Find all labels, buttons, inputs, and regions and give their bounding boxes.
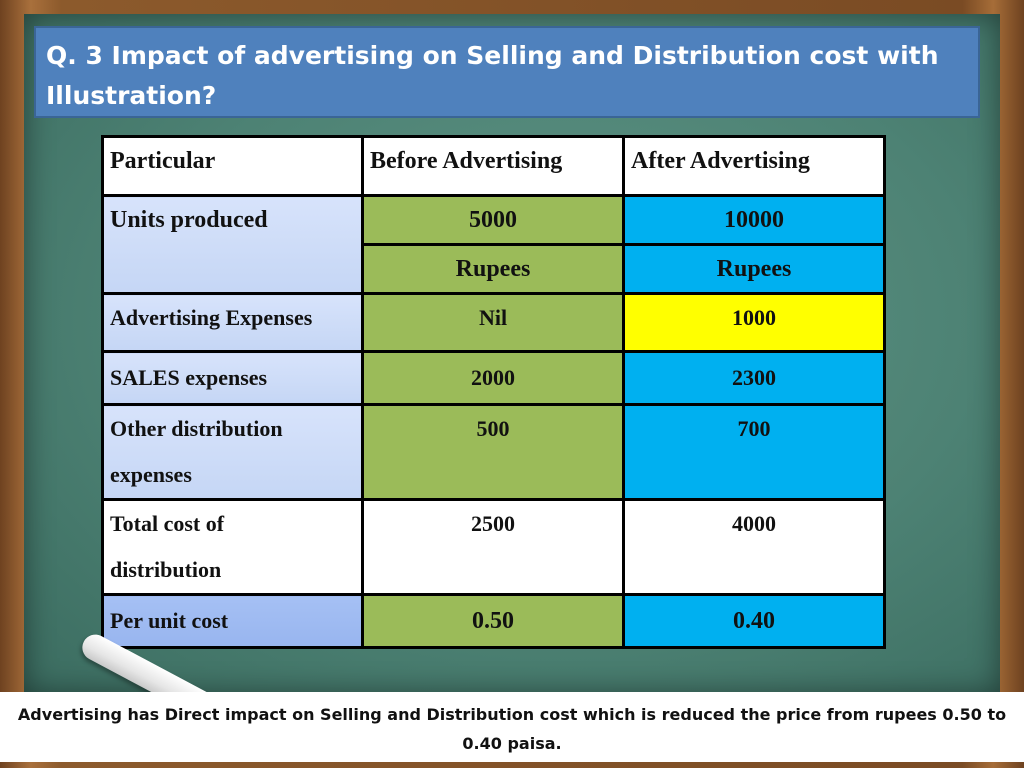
value-other-after: 700 xyxy=(622,403,886,501)
header-particular: Particular xyxy=(101,135,364,197)
label-other-distribution-line2: expenses xyxy=(110,462,192,487)
header-after: After Advertising xyxy=(622,135,886,197)
unit-after: Rupees xyxy=(622,243,886,295)
header-before: Before Advertising xyxy=(361,135,625,197)
footer-caption: Advertising has Direct impact on Selling… xyxy=(0,692,1024,762)
label-other-distribution: Other distribution expenses xyxy=(101,403,364,501)
label-total-cost-line2: distribution xyxy=(110,557,222,582)
value-units-before: 5000 xyxy=(361,194,625,246)
table-row: Total cost of distribution 2500 4000 xyxy=(101,498,886,596)
label-per-unit-cost: Per unit cost xyxy=(101,593,364,649)
cost-table: Particular Before Advertising After Adve… xyxy=(101,135,886,649)
value-total-before: 2500 xyxy=(361,498,625,596)
value-sales-after: 2300 xyxy=(622,350,886,406)
table-row: Units produced 5000 10000 xyxy=(101,194,886,295)
label-other-distribution-line1: Other distribution xyxy=(110,416,283,441)
table-row: Rupees Rupees xyxy=(103,243,886,295)
unit-before: Rupees xyxy=(361,243,625,295)
value-units-after: 10000 xyxy=(622,194,886,246)
label-total-cost: Total cost of distribution xyxy=(101,498,364,596)
value-per-unit-before: 0.50 xyxy=(361,593,625,649)
title-box: Q. 3 Impact of advertising on Selling an… xyxy=(34,26,980,118)
value-total-after: 4000 xyxy=(622,498,886,596)
value-advertising-before: Nil xyxy=(361,292,625,353)
slide-title: Q. 3 Impact of advertising on Selling an… xyxy=(46,41,939,110)
value-per-unit-after: 0.40 xyxy=(622,593,886,649)
label-units-produced: Units produced xyxy=(101,194,364,295)
value-other-before: 500 xyxy=(361,403,625,501)
value-sales-before: 2000 xyxy=(361,350,625,406)
table-row: Other distribution expenses 500 700 xyxy=(101,403,886,501)
table-row: Per unit cost 0.50 0.40 xyxy=(101,593,886,649)
table-row: SALES expenses 2000 2300 xyxy=(101,350,886,406)
label-advertising-expenses: Advertising Expenses xyxy=(101,292,364,353)
table-row: Advertising Expenses Nil 1000 xyxy=(101,292,886,353)
label-total-cost-line1: Total cost of xyxy=(110,511,225,536)
label-sales-expenses: SALES expenses xyxy=(101,350,364,406)
table-header-row: Particular Before Advertising After Adve… xyxy=(101,135,886,197)
value-advertising-after: 1000 xyxy=(622,292,886,353)
footer-text: Advertising has Direct impact on Selling… xyxy=(17,705,1007,753)
